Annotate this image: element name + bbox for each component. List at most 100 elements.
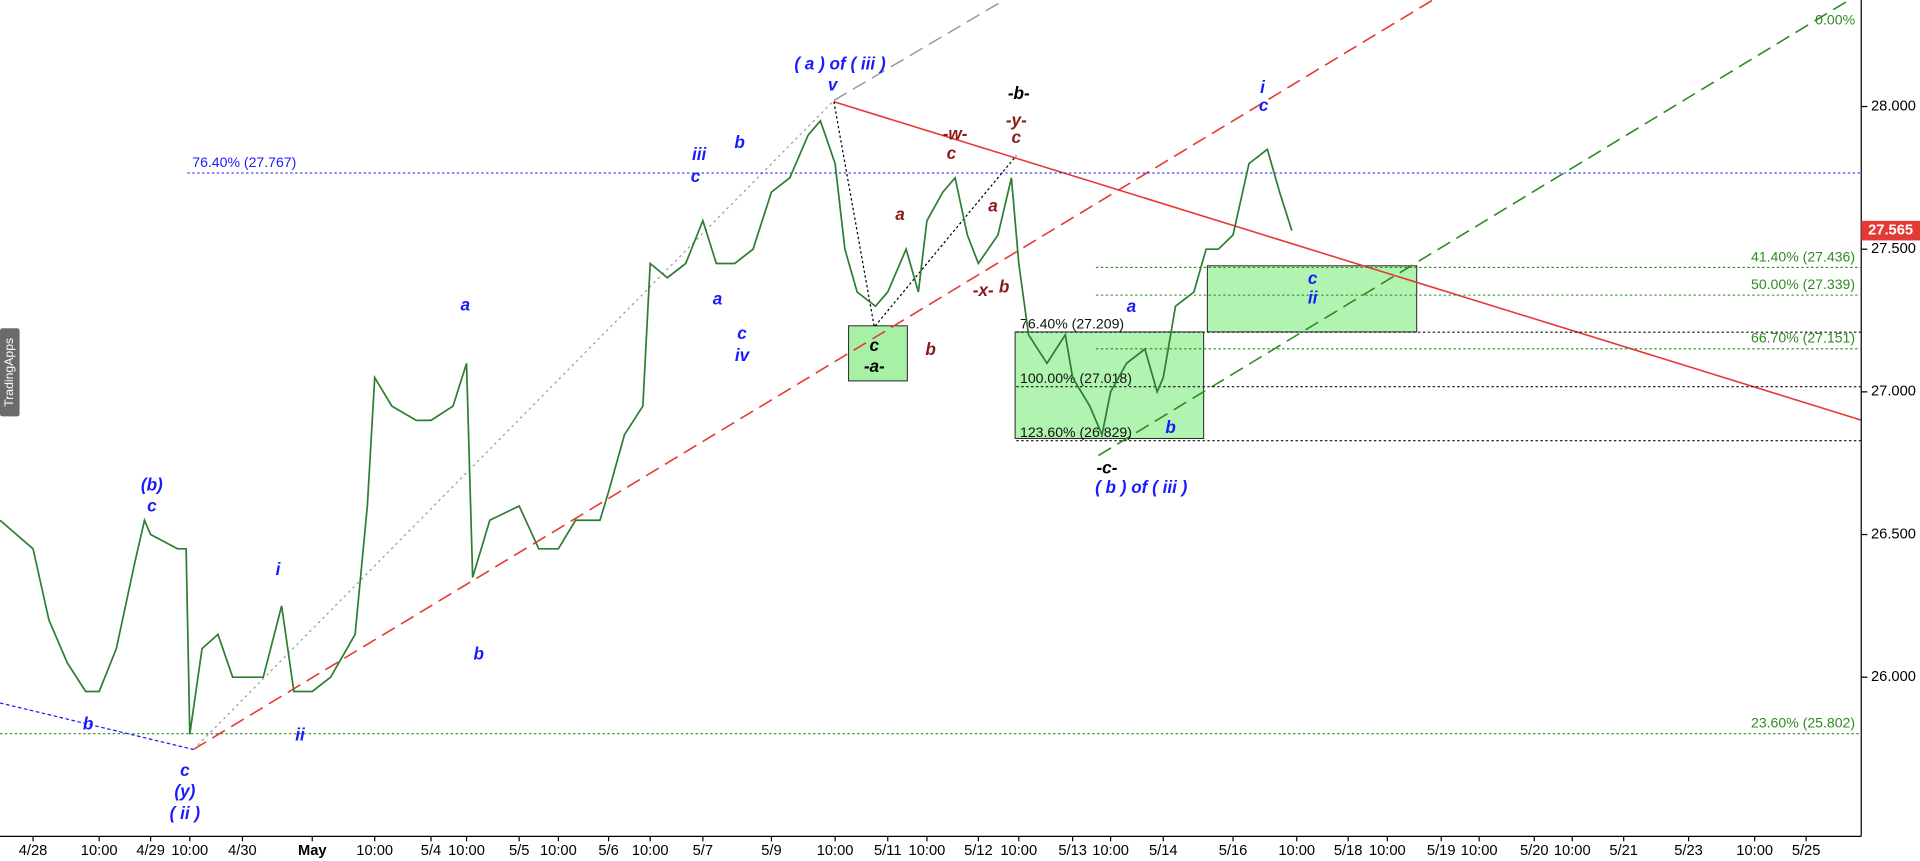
y-tick-label: 26.500 <box>1871 526 1916 542</box>
wave-label: b <box>999 276 1009 296</box>
x-tick-label: 4/29 <box>136 843 165 859</box>
zone-box <box>1206 265 1418 333</box>
level-label: 123.60% (26.829) <box>1020 424 1132 440</box>
y-tick-label: 28.000 <box>1871 98 1916 114</box>
wave-label: b <box>83 714 93 734</box>
watermark: TradingApps <box>2 338 16 407</box>
wave-label: -b- <box>1008 83 1030 103</box>
x-tick-label: 10:00 <box>1461 843 1498 859</box>
price-line <box>0 119 1293 735</box>
level-label: 23.60% (25.802) <box>1751 715 1855 731</box>
x-tick-label: 5/18 <box>1334 843 1363 859</box>
x-tick-label: 5/16 <box>1219 843 1248 859</box>
x-tick-label: 5/19 <box>1427 843 1456 859</box>
channel-line <box>833 0 1005 102</box>
wave-label: a <box>461 295 471 315</box>
y-tick-label: 26.000 <box>1871 669 1916 685</box>
x-tick-label: 10:00 <box>171 843 208 859</box>
level-label: 76.40% (27.767) <box>192 154 296 170</box>
x-tick-label: 5/7 <box>693 843 713 859</box>
level-label: 100.00% (27.018) <box>1020 370 1132 386</box>
wave-label: -a- <box>864 356 885 376</box>
wave-label: iv <box>735 345 751 365</box>
x-tick-label: 10:00 <box>1000 843 1037 859</box>
x-tick-label: 4/28 <box>19 843 48 859</box>
wave-label: (b) <box>141 475 163 495</box>
wave-label: -c- <box>1096 458 1117 478</box>
x-tick-label: 5/13 <box>1058 843 1087 859</box>
wave-label: a <box>895 204 905 224</box>
wave-label: c <box>947 143 957 163</box>
x-tick-label: 5/5 <box>509 843 529 859</box>
wave-label: b <box>925 339 935 359</box>
x-tick-label: 5/12 <box>964 843 993 859</box>
x-tick-label: 4/30 <box>228 843 257 859</box>
x-tick-label: 5/25 <box>1792 843 1821 859</box>
wave-label: b <box>1165 417 1175 437</box>
trend-line <box>833 100 1862 421</box>
x-tick-label: 10:00 <box>540 843 577 859</box>
level-label: 41.40% (27.436) <box>1751 248 1855 264</box>
x-tick-label: 10:00 <box>909 843 946 859</box>
price-tag-label: 27.565 <box>1868 223 1913 239</box>
price-tag <box>1861 220 1920 241</box>
wave-label: a <box>988 196 998 216</box>
trend-line <box>0 702 194 751</box>
wave-label: ( ii ) <box>170 803 201 823</box>
x-tick-label: 5/6 <box>598 843 618 859</box>
x-tick-label: 5/14 <box>1149 843 1178 859</box>
wave-label: -w- <box>943 123 968 143</box>
wave-line <box>833 101 1017 329</box>
x-tick-label: 10:00 <box>632 843 669 859</box>
x-tick-label: 5/9 <box>761 843 781 859</box>
y-tick-label: 27.500 <box>1871 241 1916 257</box>
x-tick-label: 10:00 <box>817 843 854 859</box>
wave-label: i <box>1260 77 1266 97</box>
x-tick-label: May <box>298 843 327 859</box>
x-tick-label: 10:00 <box>448 843 485 859</box>
x-tick-label: 5/21 <box>1609 843 1638 859</box>
level-label: 50.00% (27.339) <box>1751 276 1855 292</box>
wave-label: c <box>1308 268 1318 288</box>
wave-label: c <box>691 166 701 186</box>
y-tick-label: 27.000 <box>1871 384 1916 400</box>
channel-line <box>193 100 835 750</box>
wave-label: ( b ) of ( iii ) <box>1095 477 1188 497</box>
wave-label: c <box>147 496 157 516</box>
wave-label: -y- <box>1006 110 1027 130</box>
x-tick-label: 5/11 <box>874 843 902 859</box>
level-label: 66.70% (27.151) <box>1751 330 1855 346</box>
wave-label: b <box>734 132 744 152</box>
x-tick-label: 5/23 <box>1674 843 1703 859</box>
x-tick-label: 5/20 <box>1520 843 1549 859</box>
level-label: 76.40% (27.209) <box>1020 316 1124 332</box>
x-tick-label: 10:00 <box>356 843 393 859</box>
wave-label: c <box>1012 127 1022 147</box>
wave-label: ( a ) of ( iii ) <box>794 54 886 74</box>
wave-label: c <box>870 335 880 355</box>
wave-label: c <box>1259 95 1269 115</box>
wave-label: a <box>713 289 723 309</box>
wave-label: b <box>474 644 484 664</box>
wave-label: -x- <box>973 280 994 300</box>
wave-label: i <box>276 559 282 579</box>
wave-label: iii <box>692 144 708 164</box>
x-tick-label: 10:00 <box>1554 843 1591 859</box>
wave-label: a <box>1127 296 1137 316</box>
x-tick-label: 10:00 <box>81 843 118 859</box>
x-tick-label: 10:00 <box>1736 843 1773 859</box>
wave-label: c <box>737 323 747 343</box>
x-tick-label: 10:00 <box>1369 843 1406 859</box>
wave-label: (y) <box>174 781 195 801</box>
zone-box <box>1014 331 1205 439</box>
x-tick-label: 10:00 <box>1092 843 1129 859</box>
wave-label: v <box>828 74 839 94</box>
watermark-tab <box>0 328 20 417</box>
wave-label: c <box>180 760 190 780</box>
wave-label: ii <box>1308 287 1319 307</box>
drawings: TradingApps <box>0 0 1862 838</box>
wave-label: 0.00% <box>1815 12 1855 28</box>
channel-line <box>1097 0 1850 457</box>
